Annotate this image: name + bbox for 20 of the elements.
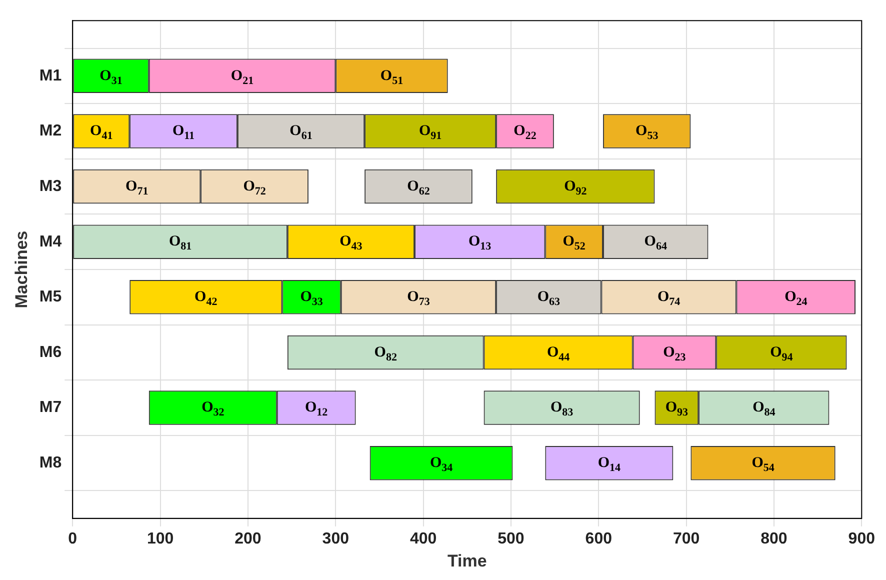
x-tick-label: 800 xyxy=(760,530,788,548)
y-tick-label: M4 xyxy=(39,233,62,250)
y-tick-label: M5 xyxy=(39,288,62,306)
x-axis-title: Time xyxy=(447,551,487,570)
y-tick-label: M2 xyxy=(39,122,62,140)
x-tick-label: 900 xyxy=(848,530,876,548)
x-tick-label: 600 xyxy=(585,530,612,548)
y-tick-label: M1 xyxy=(39,67,62,84)
y-tick-label: M3 xyxy=(39,178,62,195)
y-axis-title: Machines xyxy=(12,230,31,308)
x-tick-label: 700 xyxy=(672,530,700,548)
x-tick-label: 0 xyxy=(68,530,78,548)
y-tick-label: M7 xyxy=(39,399,62,416)
x-tick-label: 200 xyxy=(234,530,262,548)
x-tick-label: 300 xyxy=(322,530,350,548)
x-tick-label: 500 xyxy=(498,530,524,548)
x-tick-label: 100 xyxy=(146,530,174,548)
y-tick-label: M6 xyxy=(39,344,62,361)
x-tick-label: 400 xyxy=(410,530,437,548)
y-tick-label: M8 xyxy=(39,454,62,472)
